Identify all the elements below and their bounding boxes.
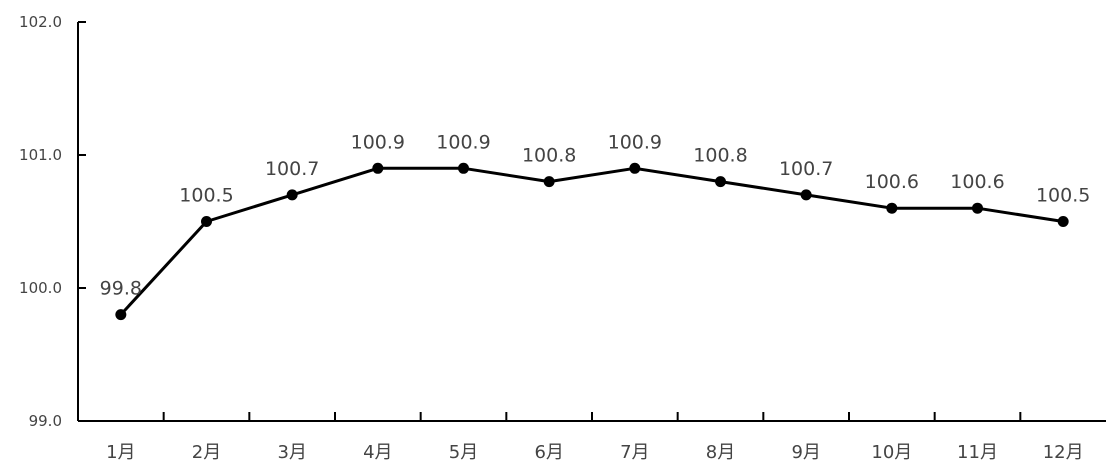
data-point	[886, 202, 898, 214]
data-point	[629, 162, 641, 174]
x-tick-label: 5月	[449, 442, 478, 463]
data-point	[372, 162, 384, 174]
data-point	[458, 162, 469, 174]
data-label: 100.8	[522, 145, 576, 167]
x-tick-label: 3月	[277, 442, 306, 463]
data-label: 100.7	[265, 158, 319, 180]
data-label: 100.7	[779, 158, 833, 180]
data-label: 100.8	[693, 145, 747, 167]
x-tick-label: 2月	[192, 442, 221, 463]
x-tick-label: 7月	[620, 442, 649, 463]
data-point	[543, 176, 555, 188]
x-tick-label: 10月	[871, 442, 912, 463]
y-tick-label: 101.0	[19, 146, 62, 164]
data-label: 100.9	[608, 131, 662, 153]
data-label: 100.6	[950, 171, 1004, 193]
data-point	[115, 309, 127, 321]
data-label: 100.9	[351, 131, 405, 153]
data-point	[715, 176, 726, 188]
x-tick-label: 1月	[106, 442, 135, 463]
data-label: 100.5	[179, 185, 233, 207]
x-tick-label: 9月	[791, 442, 820, 463]
y-tick-label: 99.0	[29, 412, 62, 430]
y-tick-label: 100.0	[19, 279, 62, 297]
data-label: 100.6	[865, 171, 919, 193]
data-point	[800, 189, 812, 201]
data-label: 100.5	[1036, 185, 1090, 207]
x-tick-label: 8月	[706, 442, 735, 463]
y-tick-label: 102.0	[19, 13, 62, 31]
data-point	[286, 189, 298, 201]
data-point	[1057, 216, 1069, 227]
x-tick-label: 12月	[1043, 442, 1084, 463]
data-label: 100.9	[436, 131, 490, 153]
data-point	[972, 202, 983, 214]
x-tick-label: 4月	[363, 442, 392, 463]
x-tick-label: 6月	[534, 442, 563, 463]
data-label: 99.8	[100, 278, 142, 300]
series-line	[119, 166, 1064, 316]
data-point	[201, 216, 212, 227]
x-tick-label: 11月	[957, 442, 998, 463]
